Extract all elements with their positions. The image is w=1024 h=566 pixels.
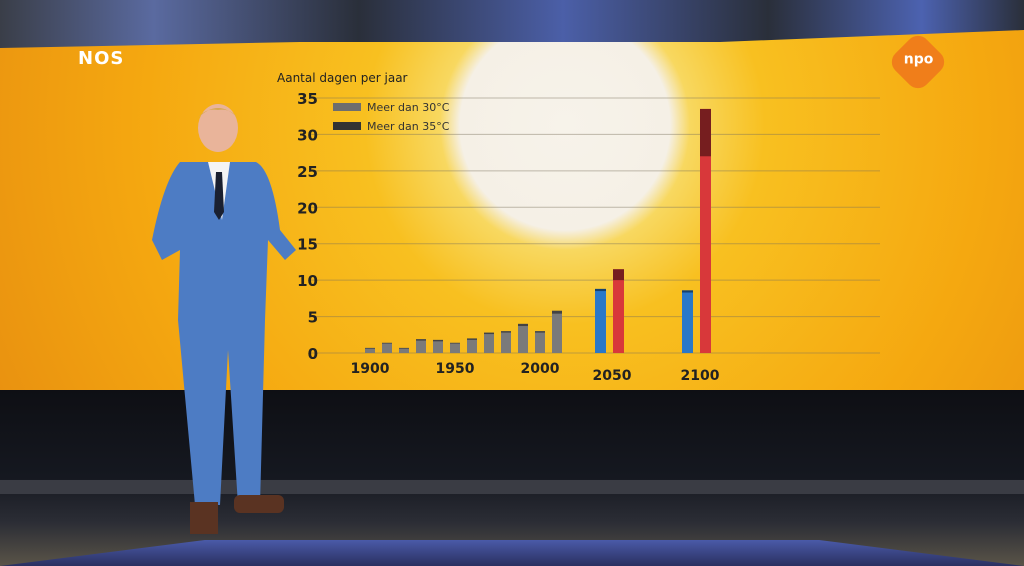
y-tick-label: 35 xyxy=(297,90,318,108)
y-tick-label: 20 xyxy=(297,199,318,217)
x-tick-label: 2000 xyxy=(521,361,560,377)
y-tick-label: 5 xyxy=(308,309,318,327)
bar-above-35 xyxy=(433,339,443,342)
x-tick-label: 1900 xyxy=(351,361,390,377)
legend: Meer dan 30°C Meer dan 35°C xyxy=(333,101,450,133)
bar xyxy=(595,288,606,353)
y-axis-label: Aantal dagen per jaar xyxy=(277,71,408,85)
y-tick-label: 25 xyxy=(297,163,318,181)
bar xyxy=(467,338,477,353)
bar-above-35 xyxy=(382,342,392,344)
bar-above-35 xyxy=(682,290,693,293)
bar-above-35 xyxy=(700,108,711,157)
y-tick-label: 15 xyxy=(297,236,318,254)
bar xyxy=(501,331,511,353)
bar-above-35 xyxy=(595,288,606,292)
y-tick-label: 30 xyxy=(297,126,318,144)
bar xyxy=(535,331,545,353)
nos-logo: NOS xyxy=(78,48,125,69)
bar xyxy=(365,347,375,353)
bar xyxy=(700,108,711,353)
bar xyxy=(518,323,528,353)
bar-above-35 xyxy=(416,339,426,341)
legend-label-30: Meer dan 30°C xyxy=(367,101,450,114)
bar xyxy=(484,332,494,353)
studio-floor xyxy=(0,390,1024,566)
x-tick-label: 1950 xyxy=(436,361,475,377)
bar xyxy=(682,290,693,353)
x-tick-label: 2050 xyxy=(593,368,632,384)
bar xyxy=(399,347,409,353)
bar xyxy=(450,342,460,353)
bar xyxy=(416,339,426,353)
bar-above-35 xyxy=(613,269,624,281)
bar xyxy=(433,339,443,353)
bar xyxy=(382,342,392,353)
bar-above-35 xyxy=(467,338,477,340)
bar-above-35 xyxy=(450,342,460,344)
bar-above-35 xyxy=(365,347,375,349)
bar-above-35 xyxy=(535,331,545,333)
x-tick-label: 2100 xyxy=(681,368,720,384)
y-tick-label: 10 xyxy=(297,272,318,290)
bar-above-35 xyxy=(552,310,562,314)
legend-swatch-35 xyxy=(333,122,361,130)
bar-above-35 xyxy=(399,347,409,349)
bar-above-35 xyxy=(501,331,511,333)
presenter xyxy=(152,104,296,534)
y-tick-label: 0 xyxy=(308,345,318,363)
legend-swatch-30 xyxy=(333,103,361,111)
legend-label-35: Meer dan 35°C xyxy=(367,120,450,133)
bar-above-35 xyxy=(518,323,528,327)
bar xyxy=(613,269,624,353)
bar xyxy=(552,310,562,353)
bar-above-35 xyxy=(484,332,494,335)
